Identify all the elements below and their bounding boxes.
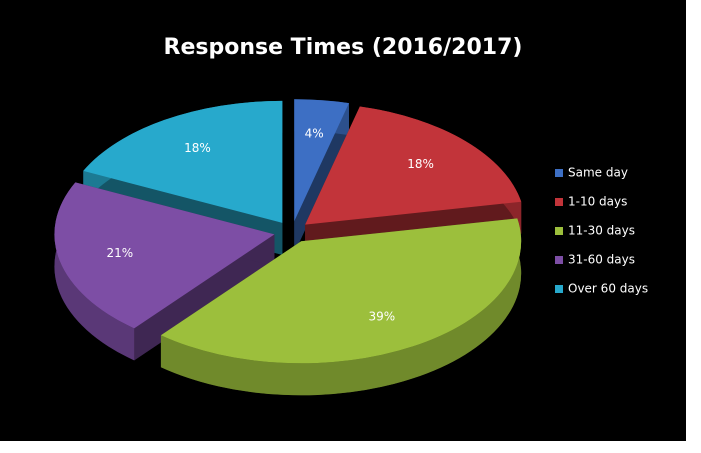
data-label: 21% bbox=[107, 246, 134, 260]
data-label: 39% bbox=[368, 309, 395, 323]
chart-title: Response Times (2016/2017) bbox=[164, 35, 523, 60]
data-label: 4% bbox=[305, 127, 324, 141]
slice bbox=[305, 106, 522, 225]
legend-swatch bbox=[555, 256, 563, 264]
slice bbox=[83, 100, 283, 223]
slice bbox=[54, 182, 275, 329]
legend-label: Same day bbox=[568, 166, 628, 180]
slice bbox=[160, 218, 522, 364]
slice-edge bbox=[54, 182, 135, 361]
legend-label: 31-60 days bbox=[568, 253, 635, 267]
legend-label: 1-10 days bbox=[568, 195, 627, 209]
slice-side bbox=[134, 234, 275, 361]
data-label: 18% bbox=[184, 141, 211, 155]
slice bbox=[294, 99, 349, 222]
slice-side bbox=[294, 103, 349, 254]
legend-swatch bbox=[555, 198, 563, 206]
legend-swatch bbox=[555, 285, 563, 293]
data-label: 18% bbox=[407, 157, 434, 171]
legend-label: 11-30 days bbox=[568, 224, 635, 238]
legend-swatch bbox=[555, 227, 563, 235]
legend-label: Over 60 days bbox=[568, 282, 648, 296]
slice-edge bbox=[160, 218, 522, 396]
legend-swatch bbox=[555, 169, 563, 177]
